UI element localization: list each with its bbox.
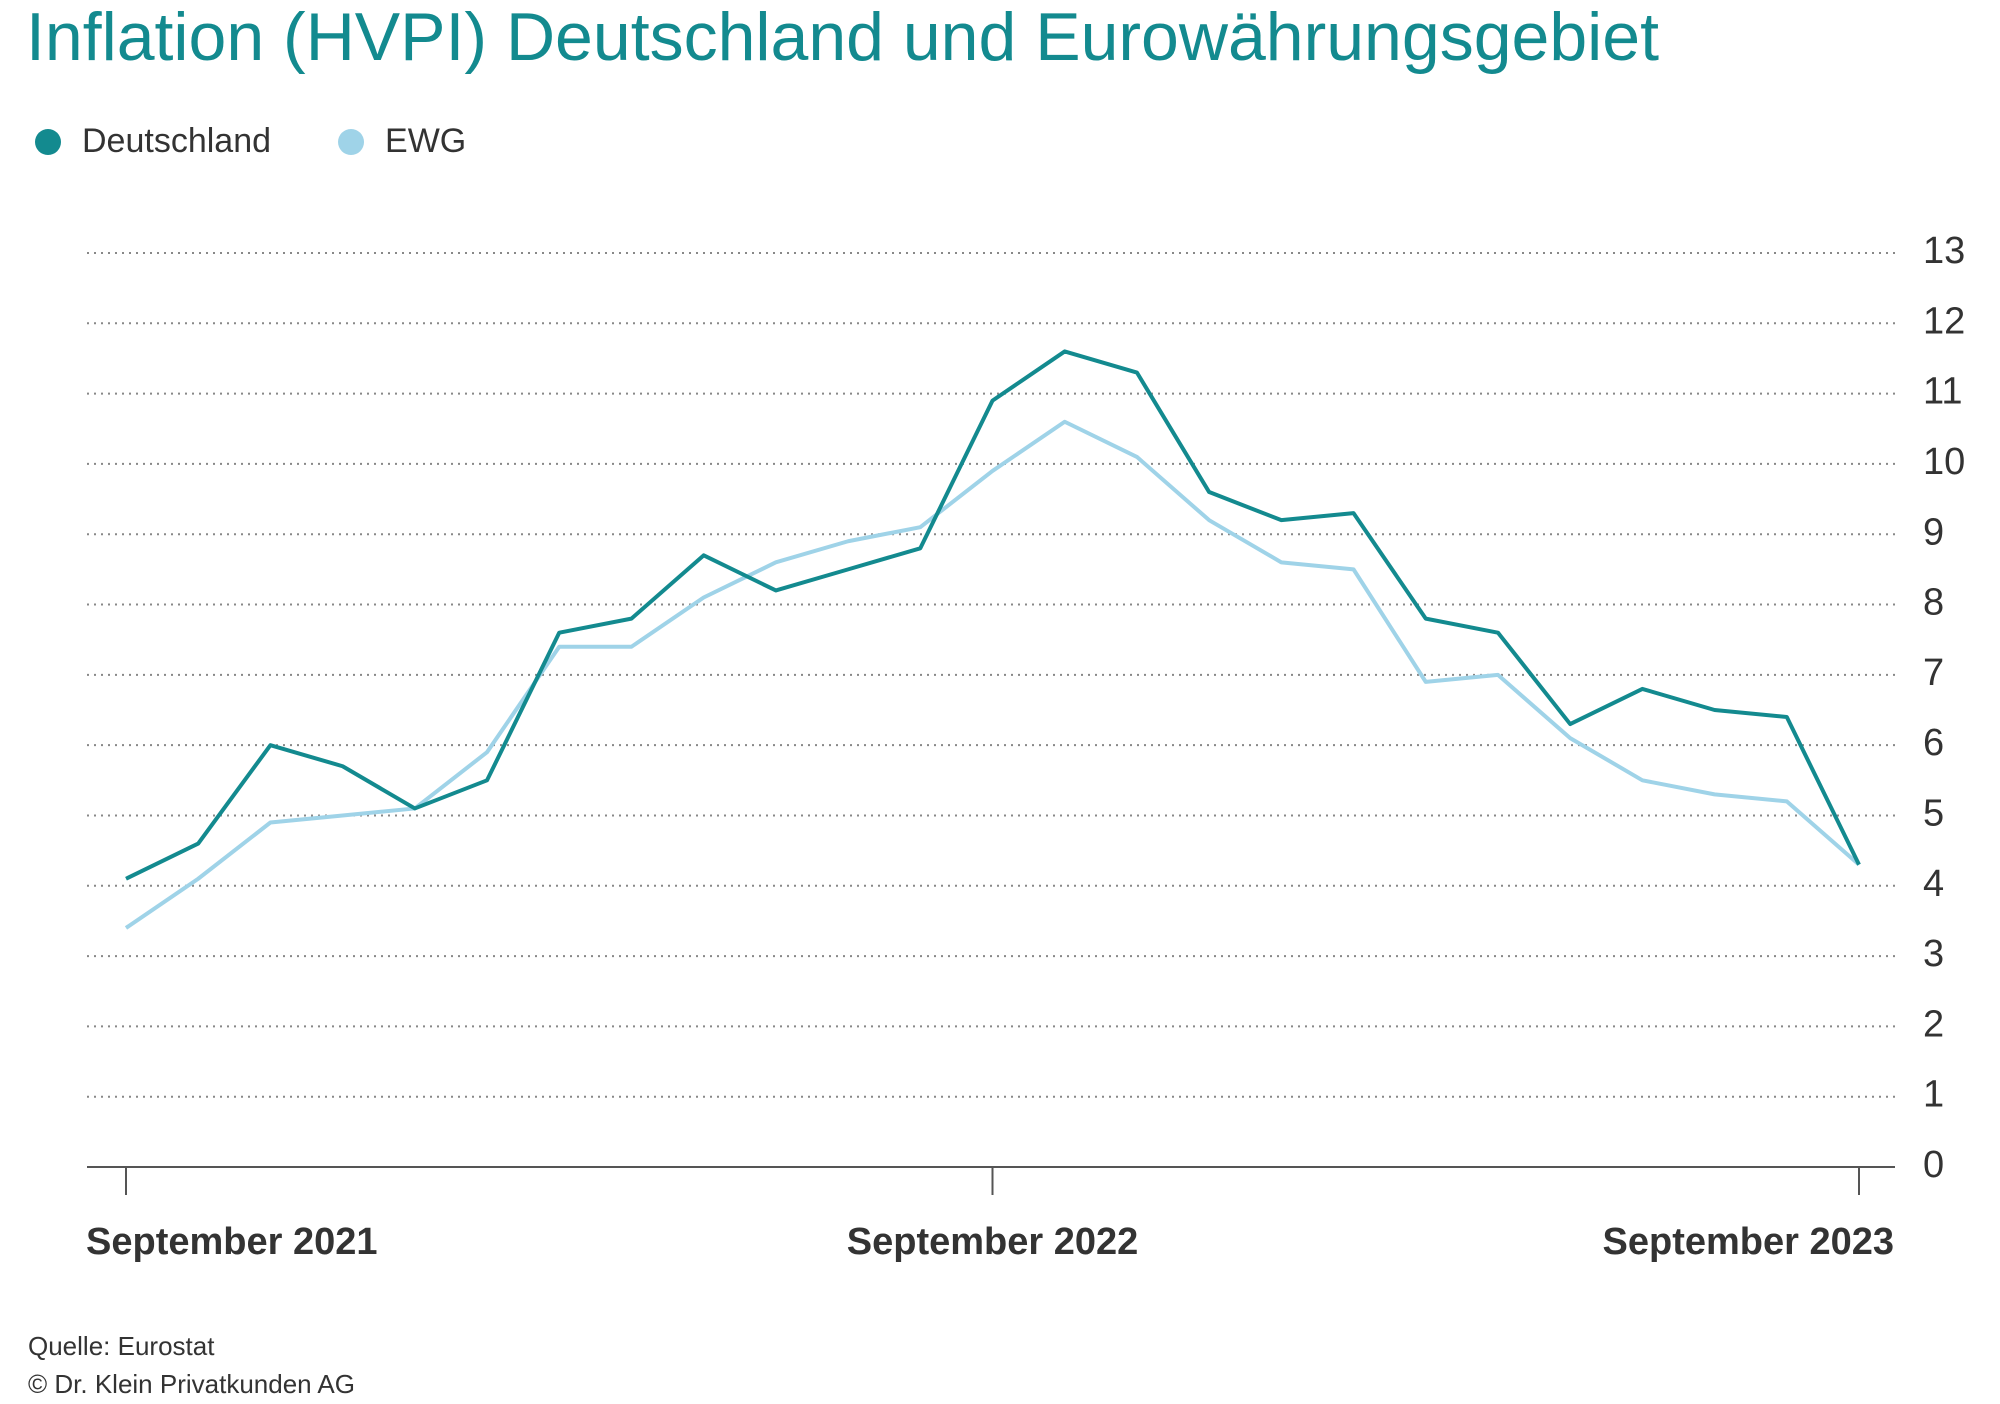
legend-marker xyxy=(338,129,365,155)
y-tick-label: 5 xyxy=(1923,792,1944,834)
y-tick-label: 8 xyxy=(1923,582,1944,624)
x-tick-label: September 2022 xyxy=(847,1221,1139,1263)
y-tick-label: 11 xyxy=(1923,371,1962,413)
y-tick-label: 10 xyxy=(1923,441,1965,483)
y-tick-label: 9 xyxy=(1923,511,1944,553)
source-note: Quelle: Eurostat xyxy=(28,1331,215,1361)
y-tick-label: 6 xyxy=(1923,722,1944,764)
legend-label: Deutschland xyxy=(82,122,271,160)
copyright-note: © Dr. Klein Privatkunden AG xyxy=(28,1369,355,1399)
y-tick-label: 0 xyxy=(1923,1144,1944,1186)
legend-label: EWG xyxy=(385,122,466,160)
y-tick-label: 12 xyxy=(1923,300,1965,342)
y-tick-label: 2 xyxy=(1923,1003,1944,1045)
y-tick-label: 13 xyxy=(1923,230,1965,272)
x-tick-label: September 2021 xyxy=(86,1221,378,1263)
y-tick-label: 3 xyxy=(1923,933,1944,975)
legend-marker xyxy=(35,129,61,155)
y-tick-label: 4 xyxy=(1923,863,1944,905)
y-tick-label: 1 xyxy=(1923,1074,1944,1116)
x-tick-label: September 2023 xyxy=(1603,1221,1895,1263)
chart-title: Inflation (HVPI) Deutschland und Eurowäh… xyxy=(26,0,1659,75)
y-tick-label: 7 xyxy=(1923,652,1944,694)
series-line xyxy=(125,349,1861,881)
